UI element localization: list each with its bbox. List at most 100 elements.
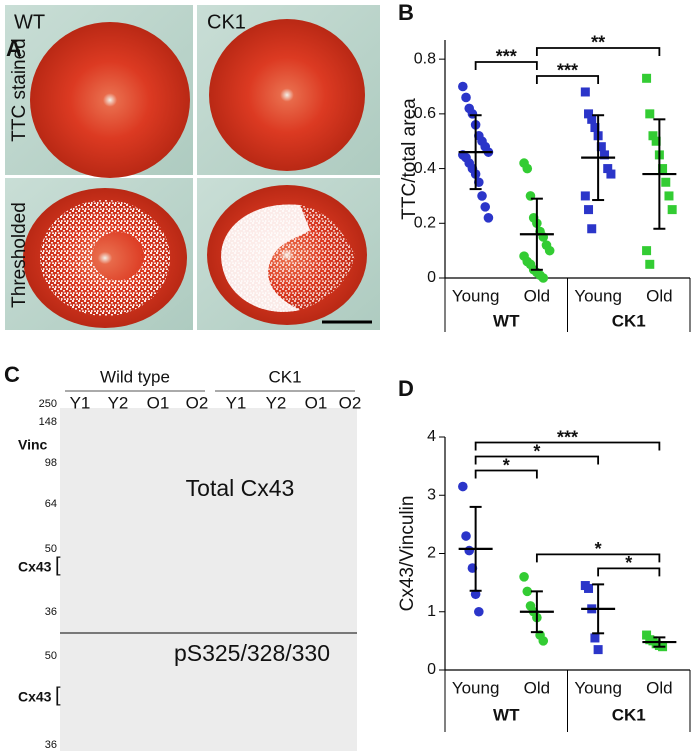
x-tick-label: Old bbox=[524, 286, 550, 305]
significance-bracket bbox=[535, 75, 600, 84]
mw-marker: 148 bbox=[39, 416, 57, 428]
panel-label: C bbox=[4, 362, 20, 387]
significance-bracket bbox=[474, 441, 661, 451]
photos bbox=[5, 5, 380, 330]
data-point bbox=[464, 545, 475, 556]
data-point bbox=[538, 636, 549, 646]
lane-label: O2 bbox=[339, 393, 362, 412]
band-label: Vinc bbox=[18, 437, 48, 453]
data-point bbox=[470, 589, 481, 600]
significance-label: ** bbox=[591, 33, 605, 53]
panel-label: B bbox=[398, 0, 414, 25]
group-label: WT bbox=[493, 311, 520, 330]
lane-label: Y1 bbox=[226, 393, 247, 412]
data-point bbox=[584, 109, 594, 119]
data-point bbox=[584, 583, 594, 593]
significance-label: *** bbox=[557, 427, 578, 447]
data-point bbox=[596, 142, 606, 152]
blot-title: pS325/328/330 bbox=[174, 640, 330, 666]
x-tick-label: Young bbox=[574, 286, 622, 305]
y-axis-label: TTC/total area bbox=[399, 98, 420, 220]
lane-label: O1 bbox=[147, 393, 170, 412]
data-point bbox=[600, 150, 610, 160]
data-point bbox=[522, 586, 533, 597]
significance-label: * bbox=[503, 455, 510, 475]
significance-bracket bbox=[597, 567, 661, 577]
x-tick-label: Young bbox=[452, 678, 500, 697]
data-point bbox=[584, 205, 594, 215]
y-tick-label: 0 bbox=[427, 269, 436, 286]
data-point bbox=[590, 633, 600, 643]
data-point bbox=[458, 81, 468, 92]
band-label: Cx43 bbox=[18, 689, 52, 705]
data-point bbox=[477, 191, 487, 201]
row-label: Thresholded bbox=[9, 202, 30, 308]
x-tick-label: Old bbox=[646, 678, 672, 697]
significance-label: * bbox=[595, 539, 602, 559]
y-tick-label: 0.2 bbox=[414, 215, 436, 232]
lane-label: Y2 bbox=[266, 393, 287, 412]
y-tick-label: 2 bbox=[427, 545, 436, 562]
threshold-area bbox=[40, 200, 170, 316]
mw-marker: 50 bbox=[45, 543, 57, 555]
mw-marker: 36 bbox=[45, 606, 57, 618]
data-point bbox=[667, 205, 677, 215]
panel-label: D bbox=[398, 376, 414, 401]
data-point bbox=[587, 224, 597, 234]
band-label: Cx43 bbox=[18, 559, 52, 575]
data-point bbox=[642, 73, 652, 83]
y-tick-label: 0.8 bbox=[414, 50, 436, 67]
x-tick-label: Young bbox=[574, 678, 622, 697]
data-point bbox=[587, 114, 597, 124]
x-tick-label: Old bbox=[524, 678, 550, 697]
data-point bbox=[519, 572, 529, 582]
data-point bbox=[590, 123, 600, 133]
group-label: CK1 bbox=[612, 311, 646, 330]
x-tick-label: Young bbox=[452, 286, 500, 305]
y-tick-label: 0 bbox=[427, 661, 436, 678]
data-point bbox=[645, 109, 655, 119]
data-point bbox=[658, 164, 668, 174]
significance-bracket bbox=[474, 61, 538, 70]
mw-marker: 50 bbox=[45, 650, 57, 662]
heart bbox=[209, 19, 365, 171]
data-point bbox=[606, 169, 616, 179]
lane-label: Y1 bbox=[70, 393, 91, 412]
y-tick-label: 0.4 bbox=[414, 160, 436, 177]
mw-marker: 36 bbox=[45, 739, 57, 751]
blot-title: Total Cx43 bbox=[186, 475, 295, 501]
data-point bbox=[661, 177, 671, 187]
data-point bbox=[593, 645, 603, 655]
data-point bbox=[651, 136, 661, 146]
bracket-mark: [ bbox=[55, 684, 61, 706]
significance-bracket bbox=[535, 47, 661, 56]
row-label: TTC stained bbox=[9, 38, 30, 141]
data-point bbox=[458, 481, 468, 492]
threshold-area bbox=[221, 204, 355, 312]
column-label: WT bbox=[14, 11, 45, 33]
group-label: CK1 bbox=[268, 367, 301, 386]
data-point bbox=[522, 163, 533, 174]
data-point bbox=[538, 273, 549, 283]
data-point bbox=[642, 246, 652, 256]
data-point bbox=[603, 164, 613, 174]
column-label: CK1 bbox=[207, 11, 246, 33]
significance-bracket bbox=[474, 469, 538, 479]
significance-label: * bbox=[625, 553, 632, 573]
group-label: CK1 bbox=[612, 705, 646, 724]
y-tick-label: 4 bbox=[427, 428, 436, 445]
panel-label: A bbox=[6, 36, 22, 61]
mw-marker: 250 bbox=[39, 398, 57, 410]
data-point bbox=[664, 191, 674, 201]
group-label: WT bbox=[493, 705, 520, 724]
significance-label: * bbox=[533, 441, 540, 461]
y-tick-label: 0.6 bbox=[414, 105, 436, 122]
y-axis-label: Cx43/Vinculin bbox=[397, 496, 418, 612]
data-point bbox=[642, 630, 652, 640]
significance-bracket bbox=[474, 455, 600, 465]
bracket-mark: [ bbox=[55, 554, 61, 576]
y-tick-label: 3 bbox=[427, 486, 436, 503]
group-label: Wild type bbox=[100, 367, 170, 386]
lane-label: O1 bbox=[305, 393, 328, 412]
